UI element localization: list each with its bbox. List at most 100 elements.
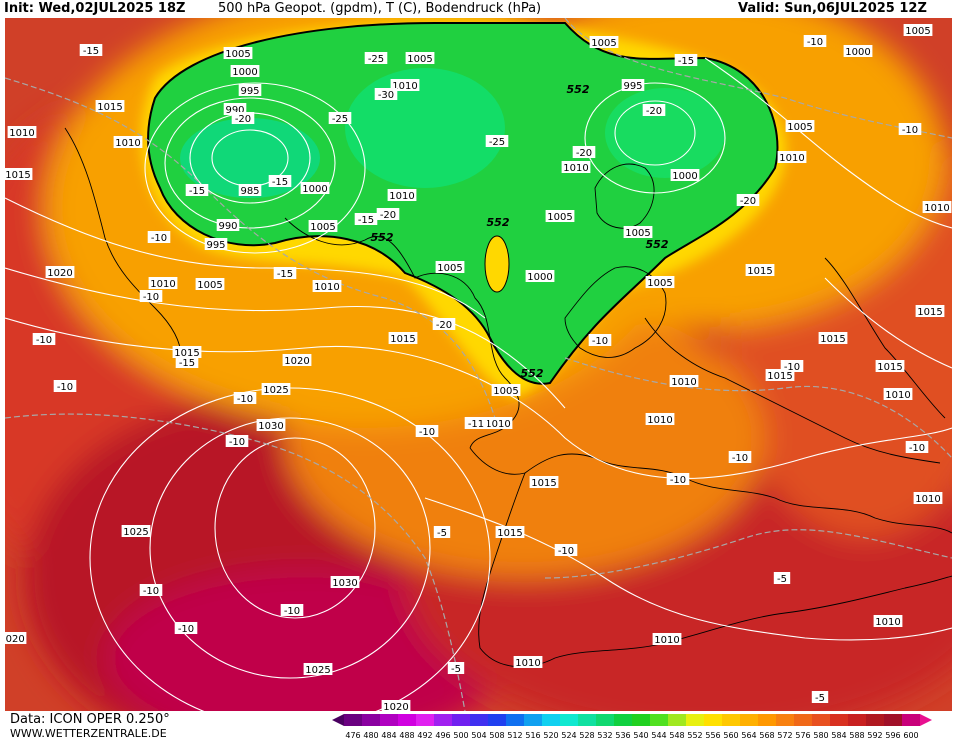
temperature-label-box [233,392,257,404]
legend-tick-label: 500 [453,731,468,740]
isobar-label-text: 1010 [485,419,510,430]
temperature-label: -10 [554,544,578,557]
isobar-label: 1015 [172,346,202,359]
geopotential-labels: 552 552 552 552 552 [371,83,669,380]
temperature-label: -10 [139,290,163,303]
temperature-label-box [354,213,378,225]
isobar-label-box [95,100,125,112]
isobar-label-text: 1010 [150,279,175,290]
isobar-label: 1010 [483,417,513,430]
legend-tick-label: 580 [813,731,828,740]
isobar-label-text: 1000 [527,272,552,283]
isobar-label-text: 1005 [310,222,335,233]
legend-swatch [506,714,524,726]
temperature-label-text: -15 [83,46,99,57]
isobar-label-text: 1005 [493,386,518,397]
isobar-label-text: 1015 [877,362,902,373]
legend-tick-label: 596 [885,731,900,740]
temperature-label: -25 [485,135,509,148]
temperature-label-box [433,526,451,538]
isobar-label-box [216,219,240,231]
isobar-label-text: 1020 [5,634,25,645]
isobar-label-box [645,276,675,288]
isobar-label: 1005 [223,47,253,60]
geopotential-label-text: 552 [521,367,544,380]
isobar-label-text: 1020 [47,268,72,279]
temperature-label-box [185,184,209,196]
temperature-label-box [225,435,249,447]
temperature-label: -15 [268,175,292,188]
isobar-label: 1000 [525,270,555,283]
legend-tick-label: 564 [741,731,756,740]
temperature-label-text: -10 [178,624,194,635]
isobar-label-text: 1010 [779,153,804,164]
isobar-label-text: 995 [623,81,642,92]
isobar-label-box [435,261,465,273]
isobar-label-text: 1005 [625,228,650,239]
isobar-label-box [669,375,699,387]
legend-tick-label: 588 [849,731,864,740]
isobar-label-box [300,182,330,194]
isobar-label-box [204,238,228,250]
legend-tick-label: 484 [381,731,396,740]
legend-swatch [596,714,614,726]
temperature-label: -10 [588,334,612,347]
isobar-label-box [148,277,178,289]
temperature-label-box [376,208,400,220]
isobar-label: 1015 [495,526,525,539]
map-header: Init: Wed,02JUL2025 18Z 500 hPa Geopot. … [0,0,959,18]
temperature-label-text: -10 [732,453,748,464]
isobar-label-box [818,332,848,344]
temperature-label: -20 [572,146,596,159]
isobar-label-text: 1015 [767,371,792,382]
legend-swatch [812,714,830,726]
isobar-label-box [745,264,775,276]
temperature-label: -15 [354,213,378,226]
isobar-label-text: 1015 [97,102,122,113]
isobar-label: 1000 [670,169,700,182]
legend-swatch [398,714,416,726]
isobar-label-box [330,576,360,588]
isobar-label-text: 1010 [563,163,588,174]
temperature-label-box [139,290,163,302]
temperature-label-text: -10 [670,475,686,486]
isobar-label-box [390,79,420,91]
ridge-pocket [484,235,510,293]
isobar-label-box [230,65,260,77]
temperature-label: -10 [53,380,77,393]
legend-color-bar [332,714,932,726]
isobar-label-box [873,615,903,627]
isobar-label: 1010 [513,656,543,669]
isobar-label-text: 1005 [225,49,250,60]
isobar-label-box [308,220,338,232]
legend-tick-label: 516 [525,731,540,740]
isobar-label: 1005 [435,261,465,274]
temperature-label: -10 [803,35,827,48]
temperature-label-box [432,318,456,330]
isobar-label: 1015 [875,360,905,373]
temperature-label-box [803,35,827,47]
temperature-label: -15 [273,267,297,280]
isobar-label-box [113,136,143,148]
temperature-label-text: -20 [380,210,396,221]
isobar-label-box [491,384,521,396]
isobar-label: 1025 [121,525,151,538]
isobar-label-text: 1030 [258,421,283,432]
legend-swatch [362,714,380,726]
isobar-label: 1010 [561,161,591,174]
isobar-label: 1010 [148,277,178,290]
legend-tick-label: 508 [489,731,504,740]
legend-swatch [794,714,812,726]
isobar-label: 1020 [0,632,27,645]
isobar-label-text: 1005 [591,38,616,49]
isobar-label-text: 1015 [174,348,199,359]
isobar-label-text: 1020 [284,356,309,367]
isobar-labels: 1005 1000 995 990 985 990 995 1000 1005 1005 1010 1… [0,24,952,713]
legend-swatch [884,714,902,726]
temperature-label-box [811,691,829,703]
color-legend: 476 480 484 488 492 496 500 504 508 512 516 520 524 5… [332,714,932,740]
isobar-label-text: 1010 [654,635,679,646]
temperature-label-box [280,604,304,616]
website-link[interactable]: WWW.WETTERZENTRALE.DE [10,727,167,740]
